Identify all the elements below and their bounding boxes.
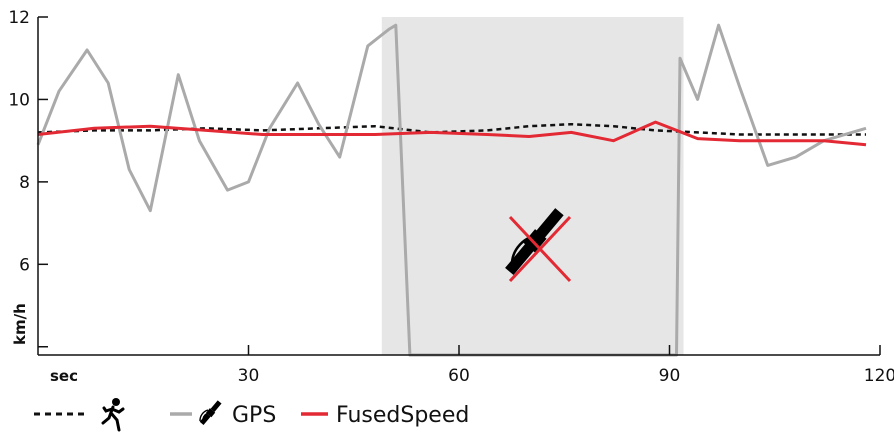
- x-tick-label: 30: [238, 366, 260, 386]
- y-tick-label: 10: [8, 90, 30, 110]
- y-ticks: 6 8 10 12: [8, 8, 48, 348]
- x-tick-label: 60: [448, 366, 470, 386]
- y-tick-label: 6: [19, 255, 30, 275]
- pod-series-line: [37, 122, 866, 136]
- fused-series-line: [37, 120, 867, 147]
- x-tick-label: 120: [864, 366, 894, 386]
- y-tick-label: 8: [19, 173, 30, 193]
- legend-gps-label: GPS: [232, 403, 276, 428]
- pod-series: [37, 122, 866, 136]
- gps-outage-region: [381, 17, 684, 355]
- x-ticks: 30 60 90 120: [238, 345, 894, 386]
- x-axis-unit: sec: [50, 367, 78, 385]
- legend: GPS FusedSpeed: [34, 398, 469, 432]
- gps-no-signal-icon: [505, 208, 572, 283]
- y-tick-label: 12: [8, 8, 30, 28]
- y-axis-unit: km/h: [11, 303, 29, 345]
- legend-fused-label: FusedSpeed: [336, 403, 469, 428]
- fusedspeed-series: [37, 120, 867, 147]
- x-tick-label: 90: [659, 366, 681, 386]
- gps-satellite-icon: [199, 400, 222, 426]
- running-person-icon: [101, 398, 125, 432]
